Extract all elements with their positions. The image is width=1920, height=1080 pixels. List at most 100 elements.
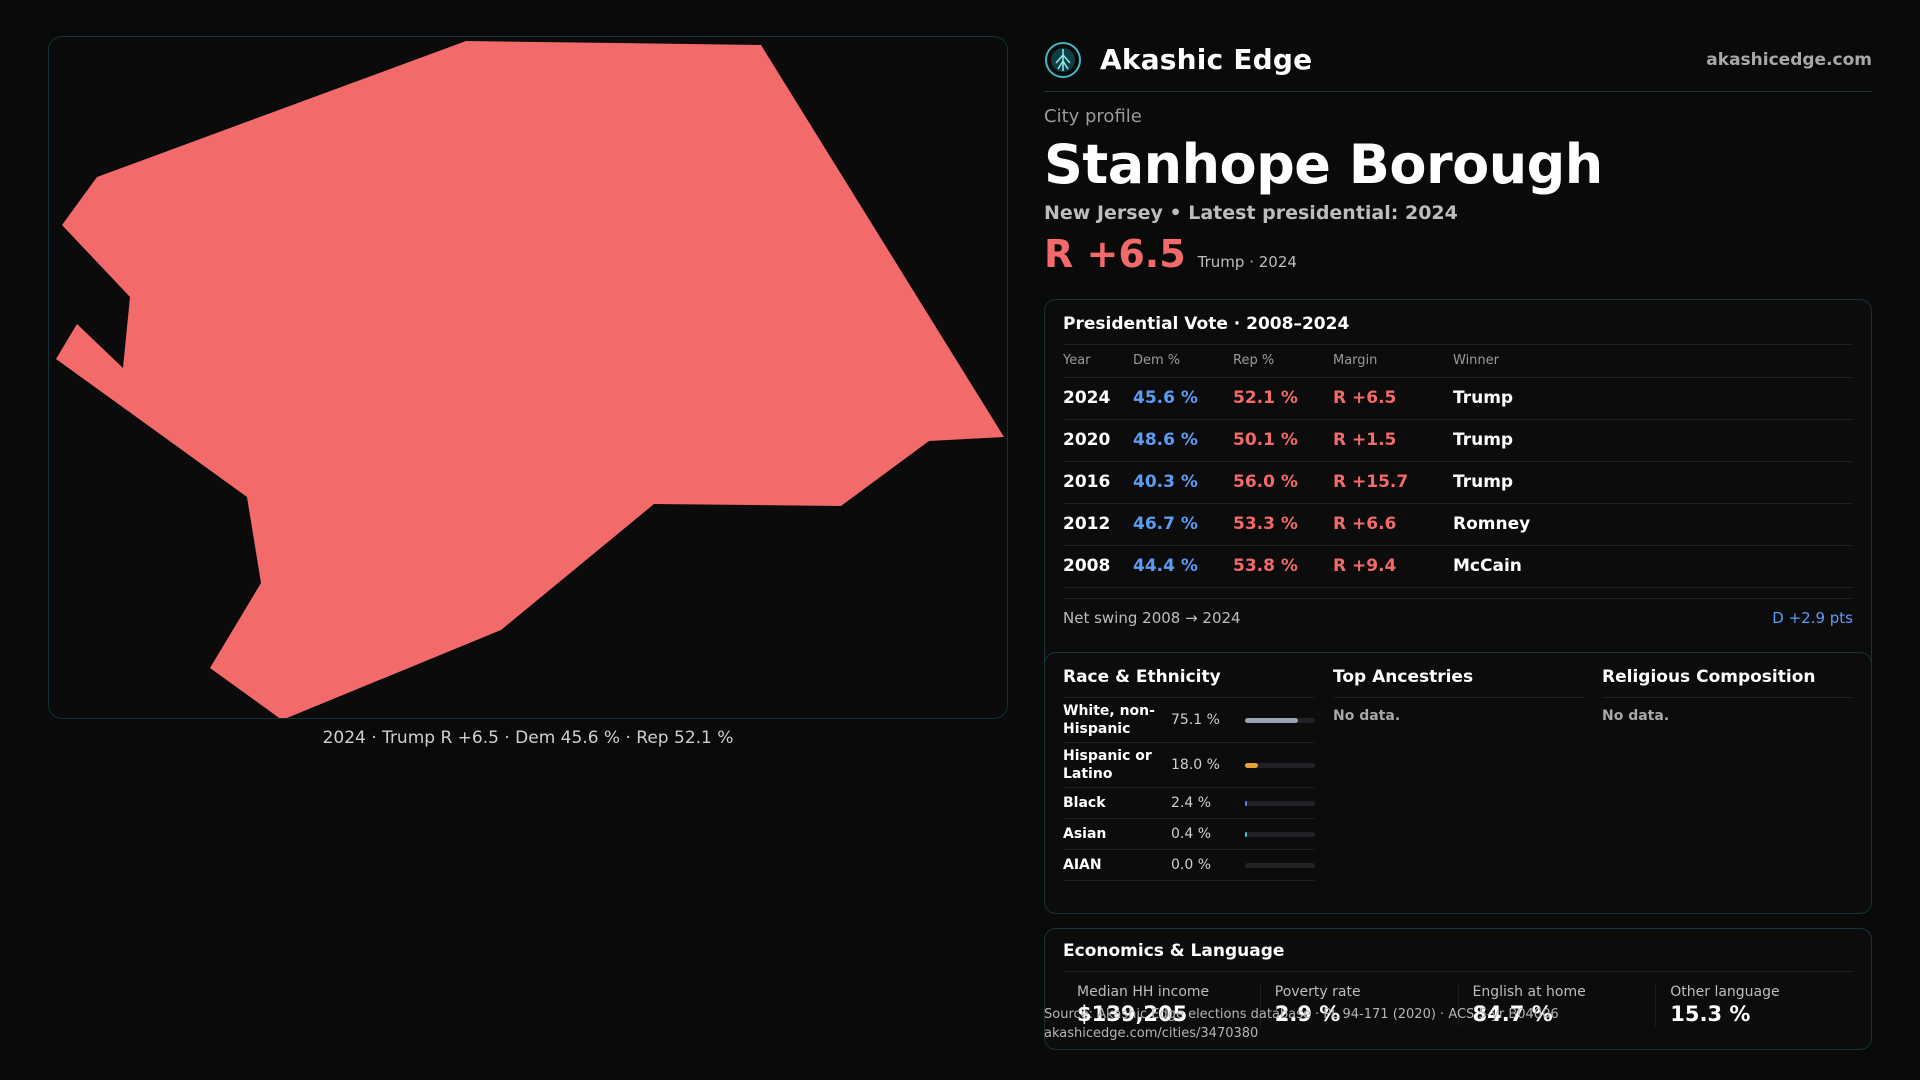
ancestry-no-data: No data. [1333, 708, 1401, 724]
race-name: AIAN [1063, 857, 1102, 873]
race-column: Race & Ethnicity White, non-Hispanic 75.… [1063, 667, 1315, 899]
race-name: White, non-Hispanic [1063, 703, 1155, 737]
table-row: 2020 48.6 % 50.1 % R +1.5 Trump [1063, 419, 1853, 462]
ancestry-title: Top Ancestries [1333, 667, 1584, 698]
cell-year: 2012 [1063, 503, 1133, 546]
race-bar [1245, 800, 1315, 806]
econ-cell: English at home 84.7 % [1457, 984, 1656, 1026]
table-header-row: Year Dem % Rep % Margin Winner [1063, 345, 1853, 378]
table-row: 2008 44.4 % 53.8 % R +9.4 McCain [1063, 545, 1853, 588]
table-row: 2012 46.7 % 53.3 % R +6.6 Romney [1063, 503, 1853, 546]
swing-label: Net swing 2008 → 2024 [1063, 608, 1241, 627]
page-eyebrow: City profile [1044, 106, 1142, 127]
cell-winner: Trump [1453, 419, 1853, 462]
cell-rep: 53.8 % [1233, 545, 1333, 588]
econ-value: 15.3 % [1670, 1002, 1751, 1026]
city-boundary-map [56, 41, 1004, 718]
econ-label: English at home [1472, 984, 1586, 1000]
race-bar [1245, 862, 1315, 868]
vote-card-title: Presidential Vote · 2008–2024 [1063, 314, 1853, 345]
econ-cell: Other language 15.3 % [1655, 984, 1853, 1026]
race-bar [1245, 717, 1315, 723]
econ-label: Poverty rate [1274, 984, 1361, 1000]
margin-note: Trump · 2024 [1197, 253, 1297, 271]
race-pct: 0.4 % [1171, 826, 1212, 842]
brand-url-link[interactable]: akashicedge.com [1706, 49, 1872, 70]
col-year: Year [1063, 345, 1133, 378]
cell-winner: Trump [1453, 461, 1853, 504]
race-bar-fill [1245, 800, 1247, 806]
col-margin: Margin [1333, 345, 1453, 378]
cell-rep: 56.0 % [1233, 461, 1333, 504]
col-dem: Dem % [1133, 345, 1233, 378]
cell-dem: 48.6 % [1133, 419, 1233, 462]
econ-value: 2.9 % [1274, 1002, 1341, 1026]
margin-value: R +6.5 [1044, 232, 1186, 276]
econ-label: Other language [1670, 984, 1780, 1000]
col-rep: Rep % [1233, 345, 1333, 378]
econ-value: $139,205 [1077, 1002, 1188, 1026]
table-row: 2016 40.3 % 56.0 % R +15.7 Trump [1063, 461, 1853, 504]
race-pct: 2.4 % [1171, 795, 1212, 811]
econ-cell: Median HH income $139,205 [1063, 984, 1260, 1026]
source-footer: Source: Akashic Edge elections database … [1044, 1005, 1559, 1043]
cell-dem: 44.4 % [1133, 545, 1233, 588]
religion-title: Religious Composition [1602, 667, 1853, 698]
col-winner: Winner [1453, 345, 1853, 378]
latest-margin: R +6.5 Trump · 2024 [1044, 232, 1872, 276]
presidential-vote-card: Presidential Vote · 2008–2024 Year Dem %… [1044, 299, 1872, 673]
race-bar-fill [1245, 717, 1298, 723]
page-title: Stanhope Borough [1044, 133, 1603, 196]
race-name: Asian [1063, 826, 1107, 842]
race-row: AIAN 0.0 % [1063, 850, 1315, 881]
table-row: 2024 45.6 % 52.1 % R +6.5 Trump [1063, 377, 1853, 420]
net-swing-row: Net swing 2008 → 2024 D +2.9 pts [1063, 597, 1853, 627]
cell-winner: Trump [1453, 377, 1853, 420]
race-name: Hispanic or Latino [1063, 748, 1152, 782]
source-line: Source: Akashic Edge elections database … [1044, 1007, 1559, 1022]
cell-winner: McCain [1453, 545, 1853, 588]
race-row: White, non-Hispanic 75.1 % [1063, 698, 1315, 743]
cell-rep: 50.1 % [1233, 419, 1333, 462]
religion-column: Religious Composition No data. [1602, 667, 1853, 899]
race-bar [1245, 762, 1315, 768]
cell-margin: R +6.5 [1333, 377, 1453, 420]
race-pct: 18.0 % [1171, 757, 1220, 773]
race-row: Asian 0.4 % [1063, 819, 1315, 850]
econ-label: Median HH income [1077, 984, 1210, 1000]
vote-table: Year Dem % Rep % Margin Winner 2024 45.6… [1063, 345, 1853, 588]
cell-dem: 45.6 % [1133, 377, 1233, 420]
city-map [48, 36, 1008, 719]
cell-dem: 46.7 % [1133, 503, 1233, 546]
tree-globe-icon [1045, 41, 1081, 78]
race-row: Black 2.4 % [1063, 788, 1315, 819]
cell-rep: 52.1 % [1233, 377, 1333, 420]
race-pct: 0.0 % [1171, 857, 1212, 873]
cell-rep: 53.3 % [1233, 503, 1333, 546]
city-boundary-shape [56, 41, 1004, 718]
source-url-link[interactable]: akashicedge.com/cities/3470380 [1044, 1026, 1259, 1041]
cell-year: 2016 [1063, 461, 1133, 504]
cell-margin: R +1.5 [1333, 419, 1453, 462]
race-bar-fill [1245, 831, 1247, 837]
race-title: Race & Ethnicity [1063, 667, 1315, 698]
cell-margin: R +15.7 [1333, 461, 1453, 504]
swing-value: D +2.9 pts [1772, 608, 1853, 627]
econ-cell: Poverty rate 2.9 % [1259, 984, 1458, 1026]
race-name: Black [1063, 795, 1106, 811]
race-bar-fill [1245, 762, 1258, 768]
cell-margin: R +9.4 [1333, 545, 1453, 588]
ancestry-column: Top Ancestries No data. [1333, 667, 1584, 899]
religion-no-data: No data. [1602, 708, 1670, 724]
economics-card: Economics & Language Median HH income $1… [1044, 928, 1872, 1050]
cell-dem: 40.3 % [1133, 461, 1233, 504]
page-subtitle: New Jersey • Latest presidential: 2024 [1044, 202, 1458, 224]
demographics-card: Race & Ethnicity White, non-Hispanic 75.… [1044, 652, 1872, 914]
race-pct: 75.1 % [1171, 712, 1220, 728]
econ-title: Economics & Language [1063, 941, 1853, 972]
cell-year: 2024 [1063, 377, 1133, 420]
cell-winner: Romney [1453, 503, 1853, 546]
map-caption: 2024 · Trump R +6.5 · Dem 45.6 % · Rep 5… [322, 728, 734, 748]
cell-year: 2020 [1063, 419, 1133, 462]
race-bar [1245, 831, 1315, 837]
